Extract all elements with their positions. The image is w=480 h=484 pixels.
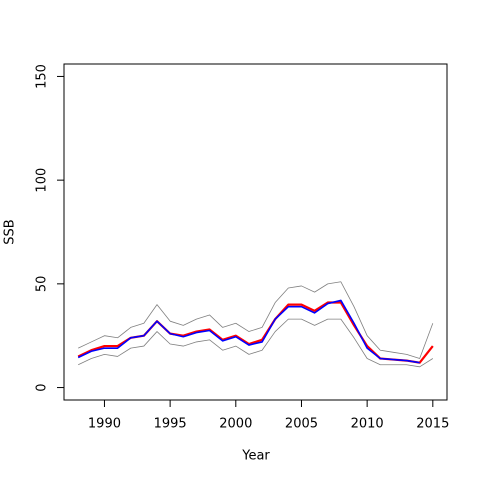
series-line (78, 318, 434, 368)
y-tick-label: 100 (35, 168, 50, 193)
x-axis-label: Year (241, 449, 270, 464)
y-axis-label: SSB (3, 219, 18, 244)
y-tick-label: 50 (35, 276, 50, 293)
plot-frame (63, 63, 448, 401)
x-tick-label: 2015 (416, 417, 449, 432)
y-tick-label: 150 (35, 64, 50, 89)
x-tick-label: 2005 (285, 417, 318, 432)
series-line (78, 281, 434, 359)
series-line (77, 299, 420, 364)
y-tick-label: 0 (35, 383, 50, 391)
x-tick-label: 1995 (154, 417, 187, 432)
x-tick-label: 2000 (219, 417, 252, 432)
x-tick-label: 1990 (88, 417, 121, 432)
x-tick-label: 2010 (351, 417, 384, 432)
